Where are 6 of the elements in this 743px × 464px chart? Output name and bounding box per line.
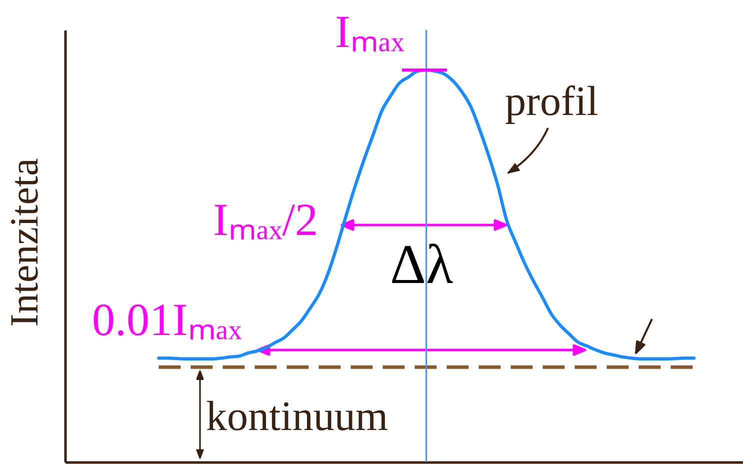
y-axis-title: Intenziteta — [2, 158, 46, 327]
annotation: 0.01Iₘₐₓ — [92, 294, 242, 345]
text: Iₘₐₓ — [335, 6, 405, 57]
annotation: Iₘₐₓ/2 — [213, 194, 318, 245]
annotation: profil — [505, 79, 598, 125]
annotation: kontinuum — [206, 394, 388, 440]
